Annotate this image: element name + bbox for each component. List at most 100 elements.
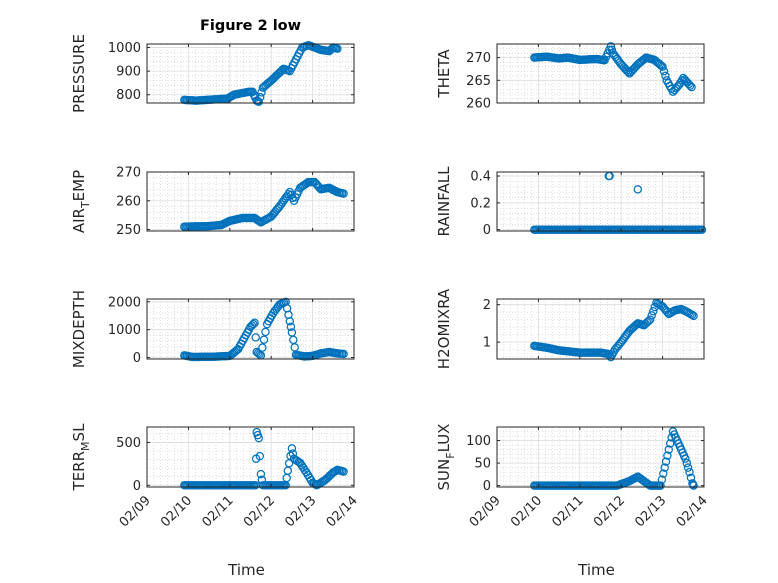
- data-point: [685, 467, 694, 477]
- plot-area: [496, 171, 705, 232]
- data-point: [659, 66, 669, 76]
- data-point: [249, 319, 258, 329]
- x-tick-label: 02/11: [550, 493, 587, 530]
- y-axis-label: AIRTEMP: [70, 170, 92, 233]
- panel-theta: 260 265 270 THETA: [435, 42, 705, 112]
- data-point: [682, 458, 692, 468]
- y-axis-label: SUNFLUX: [435, 424, 457, 491]
- data-point: [633, 185, 643, 194]
- data-point: [697, 225, 707, 234]
- axes-box: [146, 298, 355, 360]
- y-tick-label: 0.2: [470, 196, 491, 211]
- data-point: [333, 44, 342, 53]
- x-tick-label: 02/14: [324, 493, 361, 530]
- data-point: [657, 475, 667, 484]
- axes-box: [146, 43, 355, 104]
- data-point: [254, 97, 264, 107]
- panel-mixdepth: 0 1000 2000 MIXDEPTH: [70, 290, 355, 368]
- data-point: [665, 439, 675, 448]
- x-tick-label: 02/10: [508, 493, 545, 530]
- data-point: [661, 71, 670, 81]
- x-tick-label: 02/09: [467, 493, 504, 530]
- data-point: [645, 315, 655, 324]
- data-point: [255, 92, 265, 102]
- data-point: [255, 350, 264, 359]
- data-point: [256, 469, 266, 479]
- y-tick-label: 500: [116, 436, 141, 451]
- x-tick-label: 02/11: [200, 493, 237, 530]
- y-axis-label: MIXDEPTH: [70, 290, 88, 368]
- panel-air-temp: 250 260 270 AIRTEMP: [70, 166, 355, 238]
- data-point: [663, 451, 672, 460]
- data-point: [282, 192, 292, 201]
- y-tick-label: 0.4: [470, 170, 491, 185]
- data-point: [689, 481, 698, 490]
- panel-pressure: 800 900 1000 PRESSURE Figure 2 low: [70, 18, 355, 113]
- data-point: [287, 444, 297, 453]
- y-tick-label: 0: [483, 479, 491, 494]
- y-tick-label: 265: [466, 74, 491, 89]
- data-point: [659, 469, 668, 478]
- data-point: [607, 45, 617, 54]
- axes-box: [496, 298, 705, 360]
- chart-title: Figure 2 low: [200, 18, 301, 34]
- y-axis-label: THETA: [435, 49, 453, 99]
- y-tick-label: 250: [116, 223, 141, 238]
- x-tick-label: 02/13: [632, 493, 669, 530]
- data-point: [661, 457, 671, 466]
- panel-sun-flux: 0 50 100 SUNFLUX 02/09 02/10 02/11 02/12 02/13 02…: [435, 424, 711, 579]
- y-tick-label: 50: [474, 457, 491, 472]
- plot-area: [496, 43, 705, 104]
- x-tick-label: 02/10: [158, 493, 195, 530]
- y-tick-label: 2000: [108, 295, 141, 310]
- data-point: [285, 317, 295, 326]
- x-axis-label: Time: [227, 561, 265, 579]
- data-point: [687, 82, 696, 92]
- y-tick-label: 800: [116, 88, 141, 103]
- y-tick-label: 260: [466, 97, 491, 112]
- data-point: [286, 322, 296, 332]
- data-point: [683, 463, 693, 472]
- y-tick-label: 100: [466, 434, 491, 449]
- data-point: [339, 189, 348, 198]
- axes-box: [496, 43, 705, 104]
- y-axis-label: PRESSURE: [70, 34, 88, 113]
- axes-box: [146, 426, 355, 488]
- x-tick-label: 02/13: [282, 493, 319, 530]
- y-tick-label: 900: [116, 65, 141, 80]
- y-tick-label: 1: [483, 336, 491, 351]
- data-point: [250, 318, 259, 327]
- axes-box: [496, 171, 705, 232]
- y-tick-label: 1000: [108, 41, 141, 56]
- x-tick-label: 02/12: [591, 493, 628, 530]
- y-tick-label: 0: [133, 479, 141, 494]
- x-axis-label: Time: [577, 561, 615, 579]
- data-point: [660, 463, 669, 472]
- data-point: [647, 311, 656, 320]
- data-point: [658, 62, 667, 71]
- data-point: [255, 217, 264, 226]
- y-tick-label: 2: [483, 298, 491, 313]
- data-point: [685, 81, 695, 90]
- y-axis-label: RAINFALL: [435, 166, 453, 237]
- data-point: [656, 481, 665, 490]
- y-tick-label: 0: [133, 351, 141, 366]
- y-axis-label: H2OMIXRA: [435, 288, 453, 369]
- data-point: [259, 335, 269, 344]
- data-point: [649, 306, 658, 316]
- panel-terr-msl: 0 500 TERRMSL 02/09 02/10 02/11 02/12 02/13 02/1…: [70, 423, 361, 579]
- y-tick-label: 0: [483, 223, 491, 238]
- panel-h2omixra: 1 2 H2OMIXRA: [435, 288, 705, 369]
- data-point: [664, 445, 674, 454]
- y-tick-label: 270: [466, 51, 491, 66]
- data-point: [258, 343, 267, 352]
- y-tick-label: 270: [116, 166, 141, 181]
- x-tick-label: 02/14: [674, 493, 711, 530]
- data-point: [681, 454, 690, 463]
- panel-rainfall: 0 0.2 0.4 RAINFALL: [435, 166, 707, 238]
- y-tick-label: 1000: [108, 323, 141, 338]
- data-point: [339, 349, 348, 359]
- data-point: [251, 333, 260, 342]
- y-tick-label: 260: [116, 194, 141, 209]
